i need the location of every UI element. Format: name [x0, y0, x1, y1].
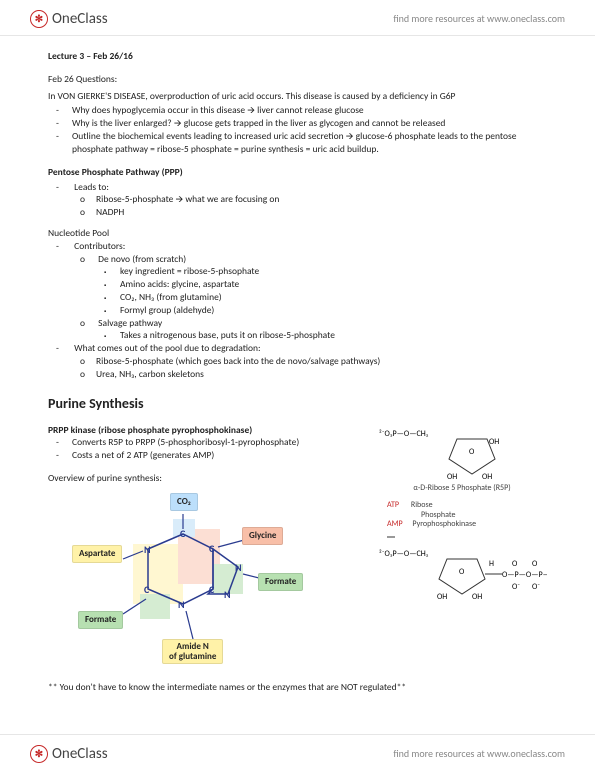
question-list: Why does hypoglycemia occur in this dise…	[48, 104, 547, 155]
list-item: Formyl group (aldehyde)	[120, 304, 547, 317]
logo-text: OneClass	[52, 10, 108, 28]
list-item: Costs a net of 2 ATP (generates AMP)	[72, 449, 357, 462]
atp-label: ATP	[387, 500, 399, 510]
list-item: key ingredient = ribose-5-phsophate	[120, 265, 547, 278]
prpp-block: PRPP kinase (ribose phosphate pyrophosph…	[48, 424, 547, 663]
svg-text:²⁻O₃P—O—CH₂: ²⁻O₃P—O—CH₂	[379, 429, 429, 439]
reaction-arrow	[377, 530, 537, 544]
list-item: NADPH	[96, 206, 547, 219]
formate-right-label: Formate	[258, 573, 303, 591]
list-item: Converts R5P to PRPP (5-phosphoribosyl-1…	[72, 436, 357, 449]
svg-text:O⁻: O⁻	[532, 582, 540, 592]
salvage-label: Salvage pathway	[98, 317, 162, 329]
svg-text:O: O	[532, 559, 538, 569]
glycine-label: Glycine	[242, 527, 283, 545]
aspartate-label: Aspartate	[72, 545, 122, 563]
svg-text:H: H	[489, 559, 494, 569]
lecture-title: Lecture 3 – Feb 26/16	[48, 50, 547, 63]
prpp-list: Converts R5P to PRPP (5-phosphoribosyl-1…	[48, 436, 357, 462]
svg-text:O: O	[512, 559, 518, 569]
list-item: Why is the liver enlarged? 🡪 glucose get…	[72, 117, 547, 130]
document-content: Lecture 3 – Feb 26/16 Feb 26 Questions: …	[0, 36, 595, 693]
svg-text:OH: OH	[489, 437, 499, 447]
purine-diagram: N C C C N C N N	[78, 489, 357, 663]
questions-date: Feb 26 Questions:	[48, 73, 547, 86]
denovo-label: De novo (from scratch)	[98, 253, 186, 265]
list-item: Salvage pathway Takes a nitrogenous base…	[96, 317, 547, 343]
list-item: What comes out of the pool due to degrad…	[72, 342, 547, 380]
logo-icon: ✻	[30, 10, 48, 28]
degradation-label: What comes out of the pool due to degrad…	[74, 342, 260, 354]
kinase-line-1: Phosphate	[421, 510, 455, 520]
svg-text:N: N	[144, 543, 151, 556]
ppp-leadsto: Leads to:	[74, 181, 109, 193]
svg-text:O—P—O—P—O⁻: O—P—O—P—O⁻	[502, 570, 547, 580]
list-item: CO₂, NH₃ (from glutamine)	[120, 291, 547, 304]
intro-text: In VON GIERKE'S DISEASE, overproduction …	[48, 90, 547, 103]
list-item: De novo (from scratch) key ingredient = …	[96, 253, 547, 317]
list-item: Amino acids: glycine, aspartate	[120, 278, 547, 291]
header-tagline: find more resources at www.oneclass.com	[393, 12, 565, 25]
r5p-structure: ²⁻O₃P—O—CH₂ OH OH OH O	[377, 424, 537, 484]
list-item: Takes a nitrogenous base, puts it on rib…	[120, 329, 547, 342]
list-item: Outline the biochemical events leading t…	[72, 130, 547, 156]
list-item: Urea, NH₃, carbon skeletons	[96, 368, 547, 381]
svg-text:O: O	[469, 447, 475, 457]
footer-logo-text: OneClass	[52, 745, 108, 763]
contrib-label: Contributors:	[74, 240, 125, 252]
svg-text:OH: OH	[472, 592, 482, 602]
footer-tagline: find more resources at www.oneclass.com	[393, 747, 565, 760]
list-item: Leads to: Ribose-5-phosphate 🡪 what we a…	[72, 181, 547, 219]
ppp-list: Leads to: Ribose-5-phosphate 🡪 what we a…	[48, 181, 547, 219]
kinase-line-0: Ribose	[411, 500, 433, 510]
svg-text:C: C	[209, 542, 215, 555]
svg-text:OH: OH	[482, 472, 492, 482]
svg-text:N: N	[235, 561, 242, 574]
header-bar: ✻ OneClass find more resources at www.on…	[0, 0, 595, 36]
svg-text:O⁻: O⁻	[512, 582, 520, 592]
purine-heading: Purine Synthesis	[48, 395, 547, 414]
logo-icon: ✻	[30, 745, 48, 763]
svg-text:OH: OH	[447, 472, 457, 482]
overview-label: Overview of purine synthesis:	[48, 472, 357, 485]
r5p-caption: α-D-Ribose 5 Phosphate (R5P)	[377, 484, 547, 494]
list-item: Ribose-5-phosphate 🡪 what we are focusin…	[96, 193, 547, 206]
amp-label: AMP	[387, 519, 403, 529]
atp-amp-block: ATP Ribose Phosphate AMP Pyrophosphokina…	[377, 501, 547, 530]
footer-logo: ✻ OneClass	[30, 745, 108, 763]
ppp-heading: Pentose Phosphate Pathway (PPP)	[48, 166, 547, 179]
svg-text:O: O	[459, 567, 465, 577]
prpp-structure: ²⁻O₃P—O—CH₂ O OH OH H O—P—O—P—O⁻ O⁻ O⁻ O…	[377, 544, 547, 614]
list-item: Why does hypoglycemia occur in this dise…	[72, 104, 547, 117]
svg-text:N: N	[178, 598, 185, 611]
co2-label: CO₂	[170, 493, 198, 511]
pool-heading: Nucleotide Pool	[48, 227, 547, 240]
svg-text:²⁻O₃P—O—CH₂: ²⁻O₃P—O—CH₂	[379, 549, 429, 559]
prpp-kinase-head: PRPP kinase (ribose phosphate pyrophosph…	[48, 424, 357, 437]
kinase-line-2: Pyrophosphokinase	[412, 519, 476, 529]
footnote: ** You don't have to know the intermedia…	[48, 681, 547, 694]
formate-left-label: Formate	[78, 611, 123, 629]
svg-text:C: C	[209, 583, 215, 596]
footer-bar: ✻ OneClass find more resources at www.on…	[0, 734, 595, 770]
chemistry-figure: ²⁻O₃P—O—CH₂ OH OH OH O α-D-Ribose 5 Phos…	[377, 424, 547, 663]
svg-text:C: C	[144, 583, 150, 596]
list-item: Ribose-5-phosphate (which goes back into…	[96, 355, 547, 368]
svg-text:N: N	[224, 588, 231, 601]
formate-region-l	[140, 594, 170, 619]
svg-text:OH: OH	[437, 592, 447, 602]
pool-list: Contributors: De novo (from scratch) key…	[48, 240, 547, 381]
amide-label: Amide N of glutamine	[162, 639, 223, 665]
logo: ✻ OneClass	[30, 10, 108, 28]
list-item: Contributors: De novo (from scratch) key…	[72, 240, 547, 343]
